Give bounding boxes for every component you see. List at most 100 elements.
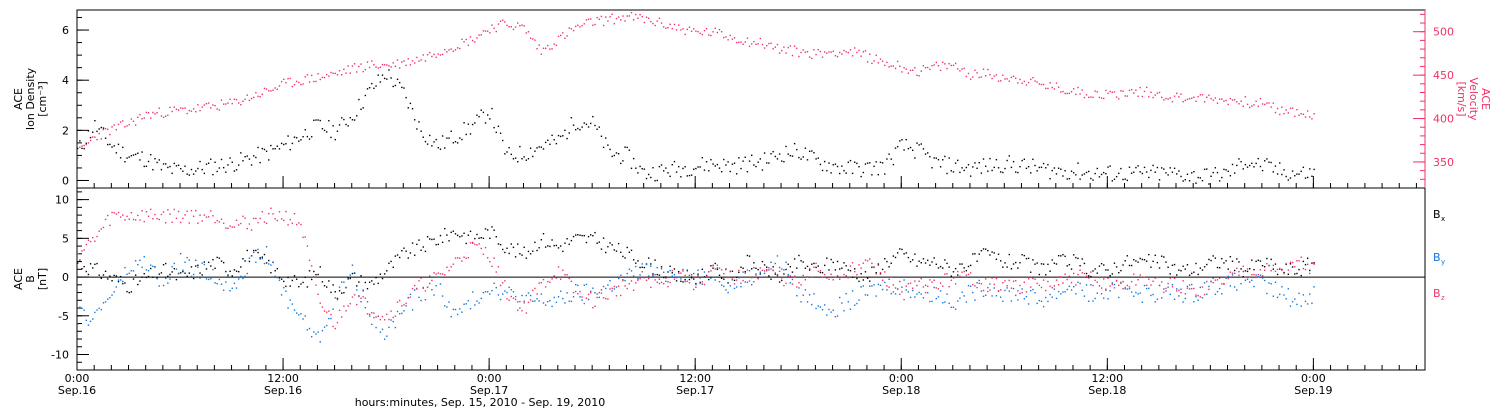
data-point xyxy=(744,271,746,273)
data-point xyxy=(173,162,175,165)
data-point xyxy=(77,323,79,325)
data-point xyxy=(684,278,686,281)
data-point xyxy=(394,255,397,257)
y-right-tick-label: 500 xyxy=(1433,26,1454,39)
data-point xyxy=(626,272,628,275)
data-point xyxy=(594,124,596,127)
data-point xyxy=(832,164,834,166)
data-point xyxy=(969,285,972,287)
data-point xyxy=(504,21,506,23)
data-point xyxy=(622,255,624,258)
data-point xyxy=(972,253,974,255)
data-point xyxy=(302,318,304,320)
ylabel-line: Ion Density xyxy=(24,67,37,130)
data-point xyxy=(1188,284,1191,286)
data-point xyxy=(177,109,180,111)
data-point xyxy=(1152,260,1154,263)
data-point xyxy=(834,55,837,57)
data-point xyxy=(295,80,298,83)
data-point xyxy=(293,309,296,311)
data-point xyxy=(111,146,113,148)
data-point xyxy=(1055,173,1058,175)
data-point xyxy=(139,259,141,262)
data-point xyxy=(1227,103,1229,106)
data-point xyxy=(662,271,665,273)
data-point xyxy=(1137,165,1139,167)
data-point xyxy=(171,110,173,113)
data-point xyxy=(695,283,697,286)
data-point xyxy=(1289,263,1292,265)
data-point xyxy=(712,267,714,269)
data-point xyxy=(845,51,847,53)
data-point xyxy=(735,286,738,288)
data-point xyxy=(246,227,248,230)
data-point xyxy=(456,313,459,316)
data-point xyxy=(469,36,472,38)
data-point xyxy=(420,130,422,132)
data-point xyxy=(169,213,171,215)
data-point xyxy=(1072,254,1075,256)
data-point xyxy=(806,301,809,303)
data-point xyxy=(276,219,279,222)
data-point xyxy=(139,219,141,221)
data-point xyxy=(1304,263,1307,266)
data-point xyxy=(480,34,482,36)
data-point xyxy=(418,60,420,62)
data-point xyxy=(139,280,141,282)
x-tick-date: Sep.18 xyxy=(882,384,920,397)
data-point xyxy=(950,306,953,309)
data-point xyxy=(345,72,347,74)
data-point xyxy=(149,264,152,266)
data-point xyxy=(585,283,588,286)
data-point xyxy=(177,210,180,213)
data-point xyxy=(1195,262,1197,265)
data-point xyxy=(351,296,354,298)
data-point xyxy=(839,51,841,54)
data-point xyxy=(390,77,392,79)
data-point xyxy=(104,127,107,130)
data-point xyxy=(298,222,300,224)
data-point xyxy=(345,310,347,312)
data-point xyxy=(83,144,85,147)
data-point xyxy=(476,244,478,246)
data-point xyxy=(450,130,452,132)
data-point xyxy=(680,272,682,274)
data-point xyxy=(1045,289,1047,292)
data-point xyxy=(1285,263,1287,266)
data-point xyxy=(192,108,195,110)
data-point xyxy=(598,241,600,243)
data-point xyxy=(678,276,680,278)
data-point xyxy=(708,34,710,36)
data-point xyxy=(729,170,731,173)
data-point xyxy=(1066,178,1068,180)
data-point xyxy=(532,289,534,292)
data-point xyxy=(1188,98,1191,100)
data-point xyxy=(858,49,860,52)
data-point xyxy=(229,98,231,100)
data-point xyxy=(1156,261,1159,264)
data-point xyxy=(849,269,852,272)
data-point xyxy=(1298,260,1300,262)
data-point xyxy=(931,281,933,283)
data-point xyxy=(162,284,165,287)
data-point xyxy=(841,276,843,279)
data-point xyxy=(972,166,974,168)
data-point xyxy=(377,67,379,69)
data-point xyxy=(605,287,607,290)
data-point xyxy=(620,251,622,254)
data-point xyxy=(149,117,152,119)
data-point xyxy=(731,277,734,279)
data-point xyxy=(695,282,697,285)
data-point xyxy=(793,275,796,277)
data-point xyxy=(1042,83,1045,86)
data-point xyxy=(527,158,530,160)
data-point xyxy=(310,335,313,338)
data-point xyxy=(1152,293,1154,296)
data-point xyxy=(1027,303,1030,305)
data-point xyxy=(523,25,525,27)
data-point xyxy=(212,215,214,217)
data-point xyxy=(669,265,671,267)
data-point xyxy=(1107,298,1109,300)
data-point xyxy=(843,310,845,312)
data-point xyxy=(647,275,650,277)
